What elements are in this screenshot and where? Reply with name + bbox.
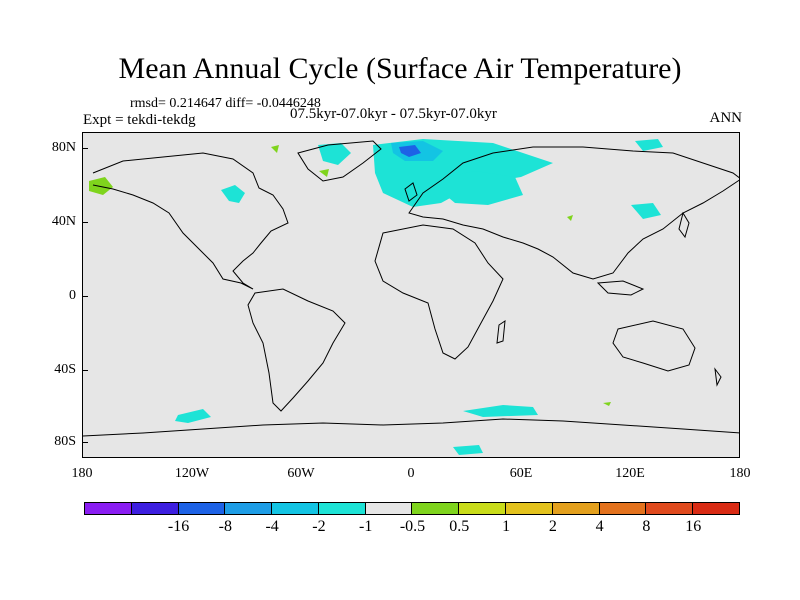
stats-label: rmsd= 0.214647 diff= -0.0446248 <box>130 96 321 111</box>
coastline-australia <box>612 320 696 372</box>
coastline-uk <box>404 182 418 202</box>
coastline-antarctica <box>83 418 739 437</box>
lat-tick-mark <box>82 148 88 149</box>
colorbar-swatch <box>271 502 319 515</box>
season-label: ANN <box>709 110 743 126</box>
colorbar-swatch <box>84 502 132 515</box>
lat-tick-mark <box>82 296 88 297</box>
anomaly-patch <box>453 445 483 455</box>
colorbar-label: -1 <box>359 518 373 535</box>
colorbar-swatch <box>505 502 553 515</box>
anomaly-patch <box>175 409 211 423</box>
lat-tick-mark <box>82 370 88 371</box>
anomaly-patch <box>399 145 421 157</box>
anomaly-patch <box>463 405 538 417</box>
lat-label-80n: 80N <box>51 140 76 155</box>
coastline-indonesia <box>596 280 645 296</box>
coastline-greenland <box>297 140 382 182</box>
lon-label-180e: 180 <box>729 466 751 481</box>
coastline-eurasia <box>408 146 739 280</box>
anomaly-patch <box>635 139 663 151</box>
coastline-new-zealand <box>714 367 722 387</box>
colorbar-swatch <box>364 502 413 515</box>
lon-label-120e: 120E <box>615 466 645 481</box>
coastline-africa <box>374 224 504 360</box>
colorbar-label: 16 <box>685 518 702 535</box>
anomaly-patch <box>318 143 351 165</box>
colorbar-label: -0.5 <box>399 518 426 535</box>
anomaly-patch <box>567 215 573 221</box>
colorbar-swatch <box>692 502 740 515</box>
lon-label-0: 0 <box>407 466 415 481</box>
colorbar-swatch <box>598 502 647 515</box>
map-panel <box>82 132 740 458</box>
anomaly-patch <box>603 402 611 406</box>
colorbar-label: -4 <box>265 518 279 535</box>
anomaly-patch <box>89 177 113 195</box>
anomaly-patch <box>221 185 245 203</box>
lon-label-180w: 180 <box>71 466 93 481</box>
lon-label-60w: 60W <box>287 466 315 481</box>
lat-label-80s: 80S <box>54 434 76 449</box>
lat-label-40s: 40S <box>54 362 76 377</box>
lat-tick-mark <box>82 222 88 223</box>
colorbar-swatch <box>551 502 600 515</box>
colorbar-label: 0.5 <box>449 518 470 535</box>
lon-label-120w: 120W <box>174 466 210 481</box>
anomaly-patch <box>319 169 329 177</box>
colorbar-label: -8 <box>218 518 233 535</box>
colorbar-swatch <box>130 502 179 515</box>
lat-label-0: 0 <box>69 288 76 303</box>
case-label: 07.5kyr-07.0kyr - 07.5kyr-07.0kyr <box>290 106 497 122</box>
coastlines <box>83 140 739 437</box>
anomaly-patches <box>89 139 663 455</box>
colorbar <box>84 502 740 515</box>
chart-title: Mean Annual Cycle (Surface Air Temperatu… <box>118 52 682 85</box>
lon-label-60e: 60E <box>509 466 533 481</box>
colorbar-swatch <box>317 502 366 515</box>
coastline-japan <box>678 211 690 239</box>
colorbar-swatch <box>224 502 273 515</box>
coastline-madagascar <box>496 319 506 344</box>
colorbar-label: 1 <box>502 518 511 535</box>
map-svg <box>83 139 739 455</box>
anomaly-patch <box>271 145 279 153</box>
colorbar-swatch <box>645 502 694 515</box>
colorbar-label: 4 <box>595 518 604 535</box>
anomaly-patch <box>443 171 523 205</box>
lat-tick-mark <box>82 442 88 443</box>
coastline-north-america <box>92 152 289 290</box>
anomaly-patch <box>631 203 661 219</box>
colorbar-swatch <box>411 502 460 515</box>
lat-label-40n: 40N <box>51 214 76 229</box>
colorbar-label: -16 <box>167 518 190 535</box>
experiment-label: Expt = tekdi-tekdg <box>83 112 196 128</box>
colorbar-swatch <box>177 502 226 515</box>
colorbar-label: 8 <box>642 518 651 535</box>
colorbar-label: -2 <box>312 518 326 535</box>
colorbar-label: 2 <box>548 518 557 535</box>
coastline-south-america <box>247 288 346 412</box>
colorbar-swatch <box>458 502 507 515</box>
colorbar-labels: -16 -8 -4 -2 -1 -0.5 0.5 1 2 4 8 16 <box>85 518 740 538</box>
